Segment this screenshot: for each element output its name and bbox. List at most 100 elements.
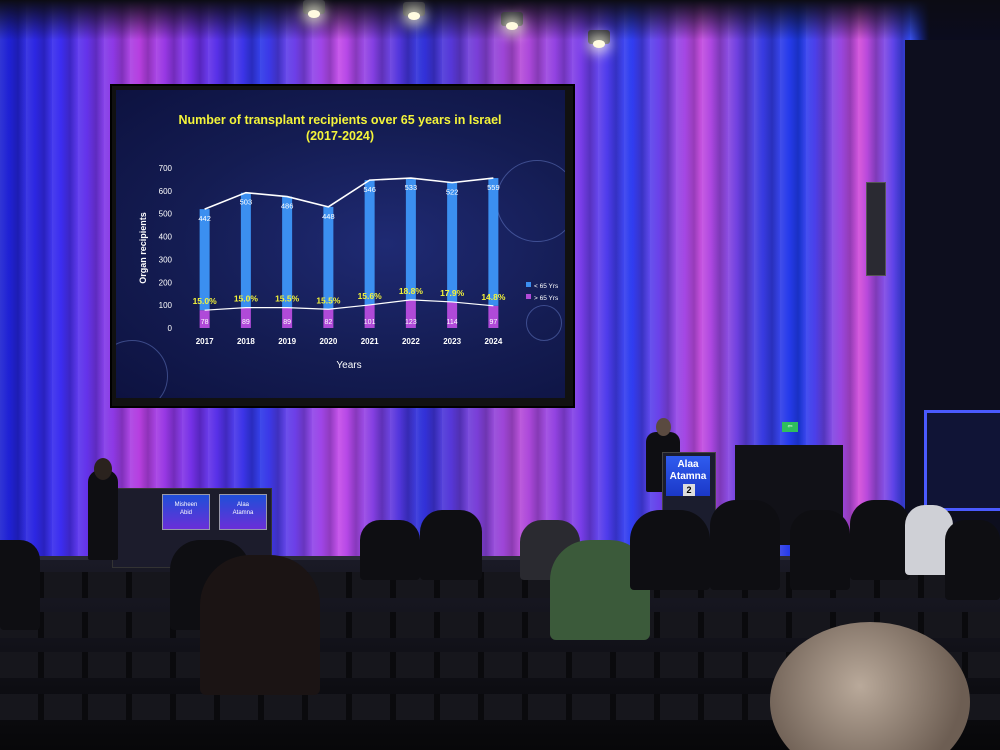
percent-label: 15.5% <box>275 294 300 304</box>
data-label-over-65: 78 <box>201 319 209 326</box>
moderator-head <box>94 458 112 480</box>
data-label-under-65: 546 <box>363 185 376 194</box>
data-label-under-65: 533 <box>405 183 418 192</box>
x-tick-label: 2018 <box>237 337 255 346</box>
desk-nameplate-1: Misheen Abid <box>162 494 210 530</box>
bar-under-65 <box>488 178 499 306</box>
projection-screen: Number of transplant recipients over 65 … <box>116 90 565 398</box>
podium-sign-line2: Atamna <box>669 471 707 482</box>
bar-over-65 <box>323 309 334 328</box>
data-label-over-65: 89 <box>242 319 250 326</box>
x-tick-label: 2019 <box>278 337 296 346</box>
decorative-circle <box>526 305 562 341</box>
y-tick-label: 100 <box>159 301 173 310</box>
audience-member <box>790 510 850 590</box>
audience-member <box>420 510 482 580</box>
y-tick-label: 200 <box>159 278 173 287</box>
bar-under-65 <box>405 178 416 300</box>
audience-member <box>630 510 710 590</box>
audience-member <box>710 500 780 590</box>
y-tick-label: 400 <box>159 233 173 242</box>
data-label-over-65: 89 <box>283 319 291 326</box>
series-trend-line-over-65 <box>204 299 494 311</box>
audience-member <box>0 540 40 630</box>
bar-under-65 <box>199 209 210 311</box>
percent-label: 15.6% <box>358 291 383 301</box>
bar-under-65 <box>323 206 334 310</box>
y-tick-label: 300 <box>159 255 173 264</box>
data-label-under-65: 522 <box>446 188 459 197</box>
x-tick-label: 2023 <box>443 337 461 346</box>
bar-under-65 <box>282 196 293 308</box>
spotlight <box>303 0 325 18</box>
desk-nameplate-2-line1: Alaa <box>236 502 249 508</box>
audience-member <box>200 555 320 695</box>
legend-label: < 65 Yrs <box>534 283 559 290</box>
bar-over-65 <box>488 305 499 328</box>
y-tick-label: 0 <box>168 324 173 333</box>
legend-swatch <box>526 282 531 287</box>
data-label-over-65: 123 <box>405 319 417 326</box>
bar-under-65 <box>447 182 458 302</box>
series-trend-line-total <box>204 177 494 210</box>
speaker-head <box>656 418 671 436</box>
bar-over-65 <box>282 307 293 328</box>
bar-under-65 <box>240 192 251 308</box>
desk-nameplate-2-line2: Atamna <box>232 510 254 516</box>
bar-over-65 <box>364 304 375 328</box>
data-label-under-65: 559 <box>487 183 500 192</box>
spotlight <box>588 30 610 48</box>
percent-label: 18.8% <box>399 286 424 296</box>
percent-label: 15.5% <box>316 295 341 305</box>
y-tick-label: 600 <box>159 187 173 196</box>
podium-number: 2 <box>683 484 695 496</box>
percent-label: 15.0% <box>234 294 259 304</box>
audience-member <box>360 520 420 580</box>
y-tick-label: 500 <box>159 210 173 219</box>
x-tick-label: 2020 <box>319 337 337 346</box>
slide-title-line1: Number of transplant recipients over 65 … <box>178 113 501 127</box>
data-label-under-65: 442 <box>198 214 211 223</box>
exit-sign: ⇦ <box>782 422 798 432</box>
bar-over-65 <box>240 307 251 328</box>
x-tick-label: 2022 <box>402 337 420 346</box>
y-axis-label: Organ recipients <box>138 212 148 284</box>
audience-member <box>850 500 910 580</box>
bar-over-65 <box>199 310 210 328</box>
slide-title-line2: (2017-2024) <box>306 129 374 143</box>
data-label-over-65: 82 <box>324 319 332 326</box>
wall-speaker <box>866 182 886 276</box>
x-tick-label: 2017 <box>196 337 214 346</box>
desk-nameplate-1-line2: Abid <box>179 510 192 516</box>
spotlight <box>403 2 425 20</box>
data-label-under-65: 503 <box>240 198 253 207</box>
ceiling <box>0 0 1000 40</box>
x-tick-label: 2021 <box>361 337 379 346</box>
legend-swatch <box>526 294 531 299</box>
data-label-over-65: 97 <box>489 319 497 326</box>
data-label-under-65: 486 <box>281 202 294 211</box>
desk-nameplate-1-line1: Misheen <box>174 502 198 508</box>
slide-chart: Number of transplant recipients over 65 … <box>138 113 559 371</box>
x-tick-label: 2024 <box>484 337 502 346</box>
x-axis-label: Years <box>336 360 361 371</box>
legend-label: > 65 Yrs <box>534 295 559 302</box>
seated-moderator <box>88 470 118 560</box>
bar-over-65 <box>405 299 416 328</box>
spotlight <box>501 12 523 30</box>
foreground-head <box>770 622 970 750</box>
podium-sign-line1: Alaa <box>677 459 699 470</box>
audience-member <box>945 520 1000 600</box>
y-tick-label: 700 <box>159 164 173 173</box>
data-label-over-65: 101 <box>364 319 376 326</box>
desk-nameplate-2: Alaa Atamna <box>219 494 267 530</box>
percent-label: 15.0% <box>193 296 218 306</box>
bar-over-65 <box>447 301 458 328</box>
percent-label: 14.8% <box>481 292 506 302</box>
side-light-panel <box>924 410 1000 511</box>
percent-label: 17.9% <box>440 288 465 298</box>
data-label-under-65: 448 <box>322 212 335 221</box>
data-label-over-65: 114 <box>447 319 458 326</box>
bar-under-65 <box>364 180 375 305</box>
